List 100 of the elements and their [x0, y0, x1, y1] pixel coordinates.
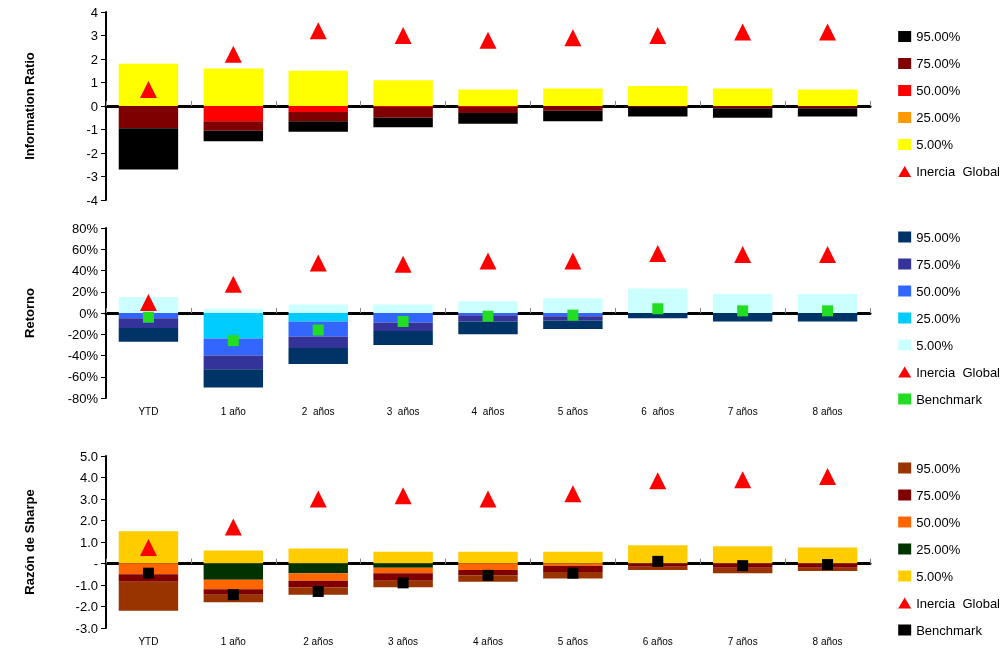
legend-label: 50.00%	[916, 283, 961, 299]
point	[564, 252, 582, 270]
bar	[373, 331, 433, 345]
point	[649, 472, 667, 490]
bar	[288, 563, 348, 574]
bar	[373, 551, 433, 564]
bar	[203, 308, 264, 313]
y-tick-label: 4.0	[79, 470, 98, 485]
y-tick-label: -80%	[67, 390, 99, 406]
point	[567, 567, 579, 579]
point	[649, 245, 667, 262]
bar	[373, 573, 433, 581]
bar	[712, 546, 773, 564]
point	[567, 309, 579, 321]
y-axis-title: Information Ratio	[22, 52, 37, 160]
bar	[288, 336, 348, 349]
x-tick-label: 8 años	[812, 405, 843, 417]
point	[227, 335, 239, 347]
bar	[543, 106, 603, 111]
bar	[118, 581, 179, 611]
point	[224, 518, 242, 536]
legend-label: Benchmark	[916, 622, 983, 638]
x-tick-label: 4 años	[471, 405, 505, 417]
bar	[458, 113, 518, 124]
bar	[373, 563, 433, 568]
legend-label: 5.00%	[916, 337, 954, 353]
y-tick-label: -	[93, 556, 98, 571]
bar	[458, 321, 518, 335]
bar	[203, 121, 264, 131]
point	[482, 310, 494, 322]
point	[482, 569, 494, 581]
bar	[203, 313, 264, 339]
legend-label: 75.00%	[916, 256, 961, 272]
point	[564, 485, 582, 503]
bar	[712, 293, 773, 313]
bar	[373, 567, 433, 574]
x-tick-label: YTD	[138, 635, 159, 647]
point	[479, 252, 497, 270]
bar	[288, 580, 348, 588]
bar	[628, 86, 688, 106]
point	[397, 577, 409, 589]
bar	[118, 63, 179, 106]
point	[564, 29, 582, 47]
bar	[797, 89, 858, 106]
point	[649, 27, 667, 44]
bar	[543, 88, 603, 106]
point	[312, 324, 324, 336]
y-tick-label: -3	[86, 169, 98, 184]
bar	[628, 545, 688, 564]
bar	[797, 547, 858, 564]
point	[652, 555, 664, 567]
point	[819, 467, 837, 485]
point	[142, 567, 154, 579]
y-tick-label: 0	[90, 98, 98, 114]
point	[734, 23, 752, 41]
x-tick-label: 5 años	[557, 405, 588, 417]
y-tick-label: 80%	[71, 220, 99, 236]
x-tick-label: 8 años	[812, 635, 843, 647]
bar	[203, 579, 264, 590]
x-tick-label: 5 años	[557, 635, 588, 647]
legend-label: Inercia Global	[916, 364, 1001, 380]
y-tick-label: -3.0	[75, 620, 98, 636]
y-axis-title: Razón de Sharpe	[22, 489, 37, 595]
bar	[203, 355, 264, 370]
point	[737, 560, 749, 572]
bar	[458, 107, 518, 114]
x-tick-label: 3 años	[388, 635, 419, 647]
legend-label: 25.00%	[916, 310, 961, 326]
legend-label: 75.00%	[916, 56, 961, 71]
point	[819, 246, 837, 264]
x-tick-label: 3 años	[386, 405, 420, 417]
bar	[373, 117, 433, 128]
legend-label: 5.00%	[916, 568, 954, 584]
x-tick-label: 7 años	[727, 635, 758, 647]
bar	[288, 121, 348, 132]
y-tick-label: 4	[90, 4, 98, 20]
legend-label: 95.00%	[916, 460, 961, 476]
point	[142, 311, 154, 323]
y-tick-label: -4	[86, 192, 98, 208]
point	[819, 23, 837, 41]
bar	[458, 551, 518, 564]
x-tick-label: 2 años	[301, 405, 335, 417]
legend-label: 95.00%	[916, 229, 961, 245]
bar	[118, 106, 179, 129]
legend-label: Inercia Global	[916, 595, 1001, 611]
point	[734, 246, 752, 264]
bar	[118, 128, 179, 170]
bar	[203, 338, 264, 356]
point	[734, 471, 752, 489]
bar	[458, 563, 518, 570]
x-tick-label: 6 años	[641, 405, 675, 417]
x-tick-label: 6 años	[642, 635, 673, 647]
bar	[203, 130, 264, 142]
y-tick-label: 60%	[71, 241, 99, 257]
y-tick-label: -2.0	[75, 599, 98, 614]
bar	[288, 106, 348, 112]
point	[479, 31, 497, 49]
point	[394, 487, 412, 505]
bar	[203, 550, 264, 564]
bar	[628, 313, 688, 319]
